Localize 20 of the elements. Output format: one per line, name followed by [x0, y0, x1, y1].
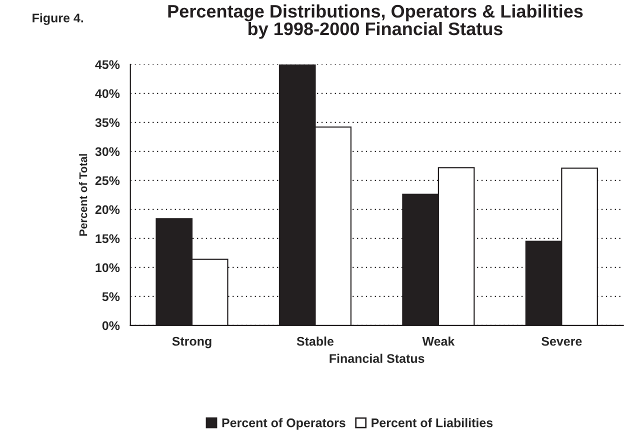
x-tick-label: Weak — [422, 336, 455, 346]
y-tick-label: 20% — [95, 205, 120, 214]
y-tick-label: 35% — [95, 118, 120, 128]
y-tick-label: 25% — [95, 176, 120, 186]
legend-label: Percent of Liabilities — [372, 418, 493, 428]
y-axis-title: Percent of Total — [79, 154, 88, 236]
y-tick-label: 15% — [96, 234, 120, 244]
y-tick-label: 10% — [96, 263, 120, 272]
y-tick-label: 0% — [102, 321, 120, 330]
x-tick-label: Strong — [172, 336, 212, 348]
x-tick-label: Stable — [296, 336, 334, 346]
y-tick-label: 30% — [95, 147, 120, 156]
y-tick-label: 40% — [95, 89, 120, 98]
caption: Figure 4. — [32, 13, 84, 25]
legend-label: Percent of Operators — [222, 418, 346, 430]
y-tick-label: 5% — [102, 292, 120, 302]
y-tick-label: 45% — [95, 60, 120, 70]
x-tick-label: Severe — [542, 336, 582, 346]
chart-title: Percentage Distributions, Operators & Liabilities by 1998-2000 Financial Status — [168, 4, 583, 39]
x-axis-title: Financial Status — [330, 354, 424, 363]
